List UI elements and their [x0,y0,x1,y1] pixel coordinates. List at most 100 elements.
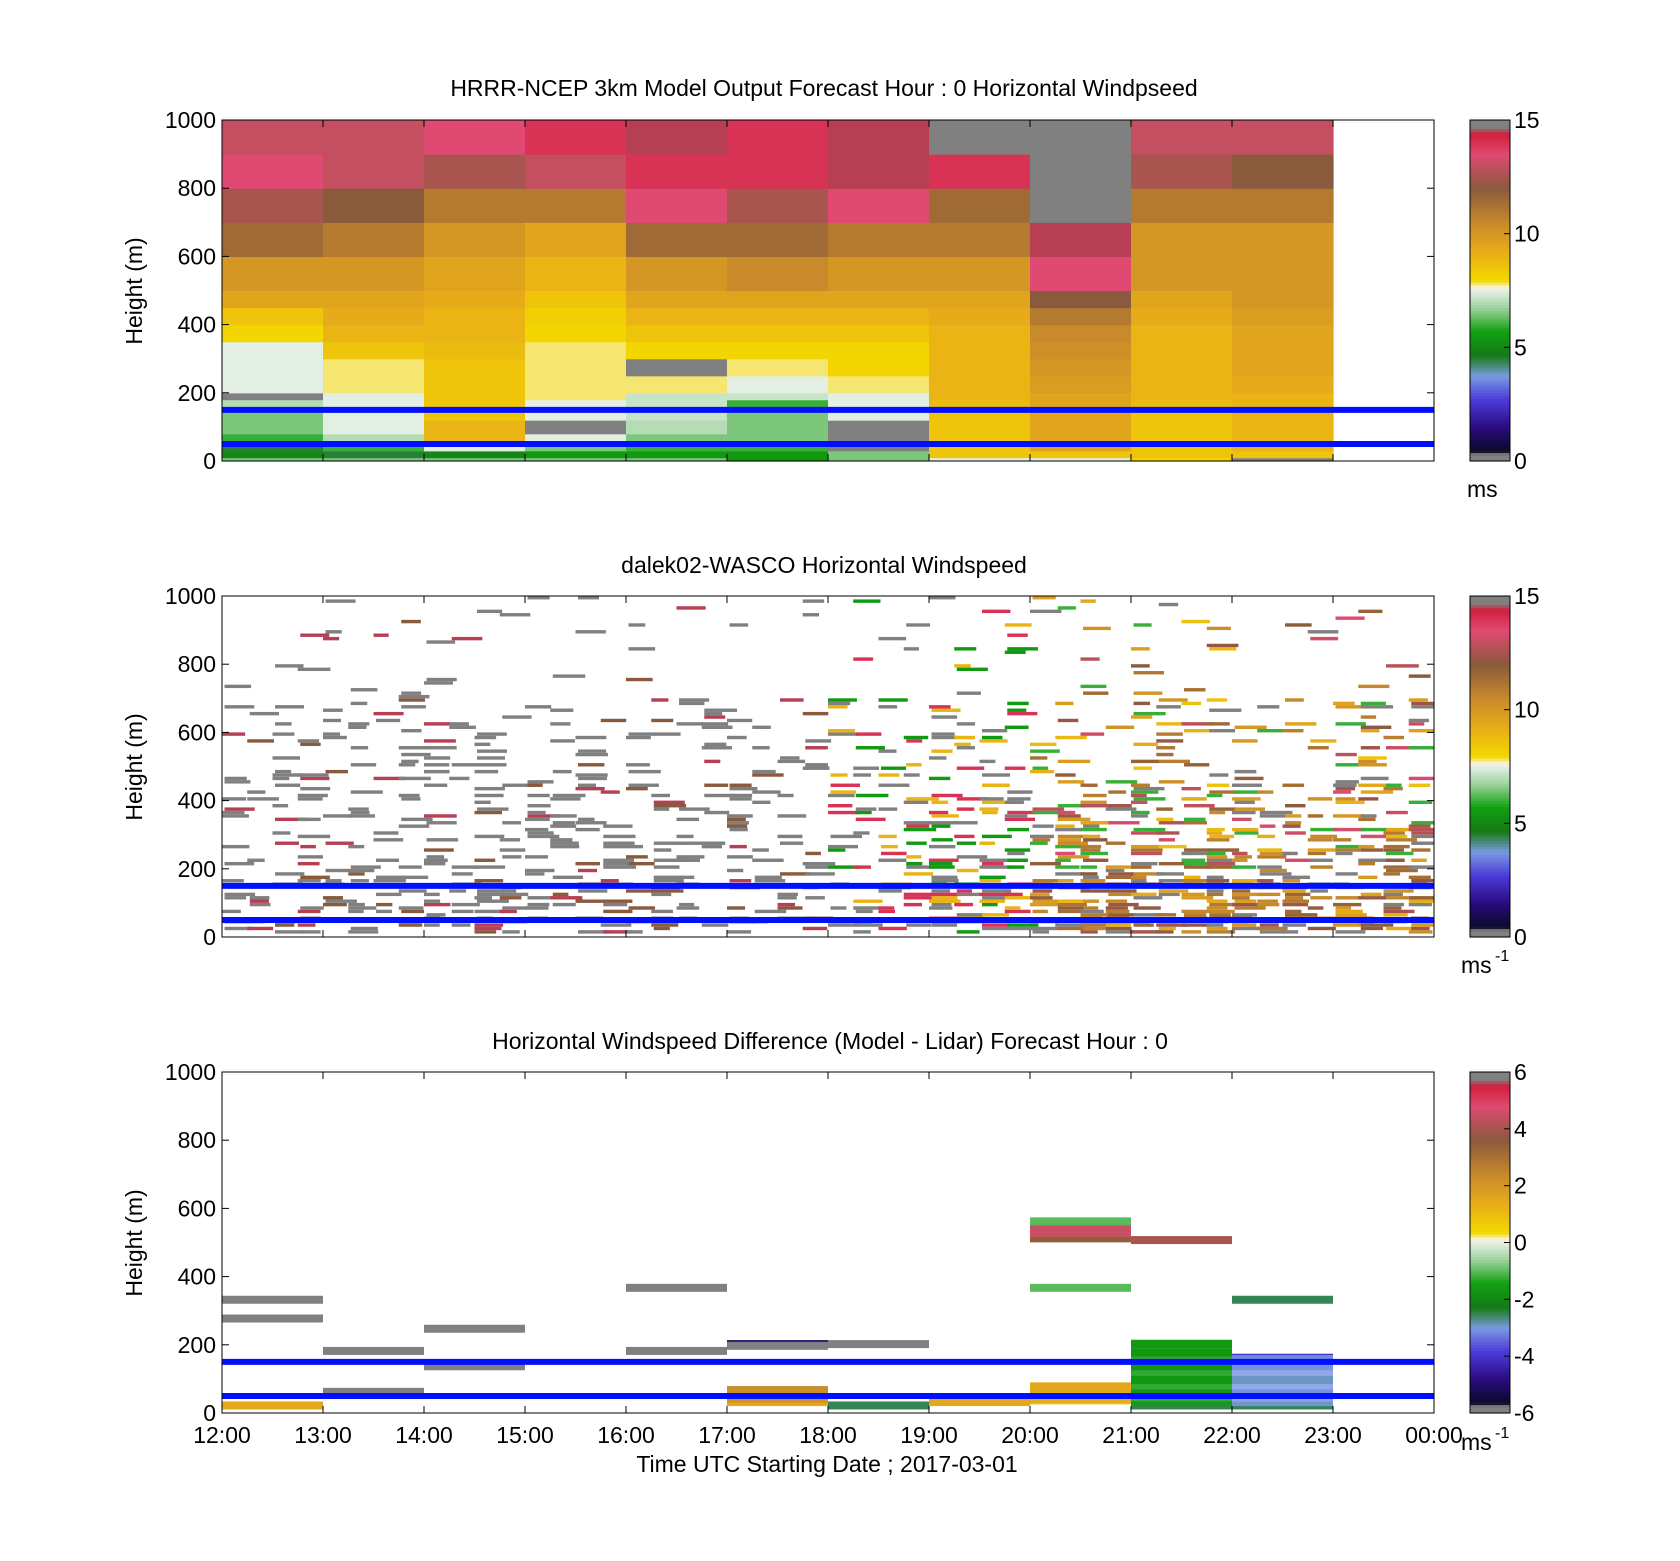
lidar-cell [1105,889,1137,893]
lidar-cell [603,858,635,862]
x-tick-label: 22:00 [1203,1422,1261,1448]
colorbar-step [1470,333,1510,337]
lidar-cell [903,773,920,777]
lidar-cell [1156,739,1184,743]
lidar-cell [222,814,249,818]
lidar-cell [1108,790,1127,794]
x-axis-label: Time UTC Starting Date ; 2017-03-01 [636,1451,1017,1477]
lidar-cell [451,909,474,914]
lidar-cell [1206,889,1224,893]
colorbar-step [1470,1168,1510,1173]
lidar-cell [1408,783,1431,787]
colorbar-step [1470,446,1510,451]
lidar-cell [1282,889,1306,893]
lidar-cell [1408,896,1434,900]
lidar-cell [424,746,457,750]
model-cell [222,256,324,292]
lidar-cell [903,896,935,900]
lidar-cell [1007,790,1033,794]
lidar-cell [603,844,627,849]
lidar-cell [348,807,369,811]
lidar-cell [979,807,999,811]
lidar-cell [1335,872,1358,876]
model-cell [727,392,829,401]
lidar-cell [249,899,269,903]
lidar-cell [729,793,753,798]
colorbar-step [1470,794,1510,799]
model-cell [1232,457,1334,462]
colorbar-step [1470,239,1510,243]
model-cell [1030,358,1132,377]
difference-segment [1030,1217,1131,1226]
lidar-cell [1007,858,1028,862]
lidar-cell [651,718,674,723]
model-cell [1131,256,1233,292]
model-cell [727,457,829,462]
lidar-cell [499,889,517,893]
lidar-cell [1408,899,1434,903]
colorbar-step [1470,1324,1510,1329]
model-cell [1232,358,1334,377]
model-cell [1232,307,1334,326]
model-cell [828,307,930,326]
colorbar-step [1470,154,1510,158]
lidar-cell [979,899,1006,903]
lidar-cell [878,773,900,777]
model-cell [626,399,728,411]
lidar-cell [1335,763,1369,767]
lidar-cell [474,742,491,747]
lidar-cell [653,875,685,880]
colorbar-step [1470,307,1510,311]
colorbar-step [1470,613,1510,617]
lidar-cell [1184,763,1210,767]
lidar-cell [1004,814,1028,818]
colorbar-step [1470,137,1510,141]
y-tick-label: 1000 [165,107,216,133]
colorbar-step [1470,173,1510,178]
colorbar-step [1470,1097,1510,1102]
colorbar-step [1470,230,1510,235]
colorbar-step [1470,412,1510,417]
lidar-cell [600,790,620,794]
colorbar-step [1470,1307,1510,1312]
lidar-cell [1131,664,1150,668]
colorbar-step [1470,120,1510,124]
colorbar-step [1470,290,1510,294]
lidar-cell [982,773,1011,777]
colorbar-step [1470,202,1510,206]
lidar-cell [1032,810,1066,815]
lidar-cell [1030,834,1054,839]
colorbar-step [1470,1410,1510,1414]
colorbar-step [1470,1259,1510,1263]
lidar-cell [1083,834,1101,839]
lidar-cell [931,793,963,798]
lidar-cell [1055,824,1075,828]
lidar-cell [1032,930,1050,934]
lidar-cell [954,834,975,839]
y-tick-label: 1000 [165,583,216,609]
colorbar-step [1470,242,1510,246]
colorbar-step [1470,604,1510,608]
lidar-cell [272,831,291,835]
lidar-cell [401,909,425,914]
lidar-cell [552,769,572,774]
model-cell [929,392,1031,401]
lidar-cell [1184,913,1207,917]
lidar-cell [249,896,270,900]
lidar-cell [376,902,393,907]
colorbar-step [1470,131,1510,135]
colorbar-step [1470,911,1510,915]
lidar-cell [828,804,853,808]
model-cell [1232,409,1334,421]
lidar-cell [1333,923,1362,927]
lidar-cell [1206,855,1228,859]
lidar-cell [1358,844,1375,849]
model-cell [626,375,728,394]
lidar-cell [451,923,471,927]
lidar-cell [628,769,661,774]
lidar-cell [401,797,421,801]
lidar-cell [729,827,748,832]
lidar-cell [1360,705,1394,709]
lidar-cell [878,636,907,641]
lidar-cell [956,746,975,750]
